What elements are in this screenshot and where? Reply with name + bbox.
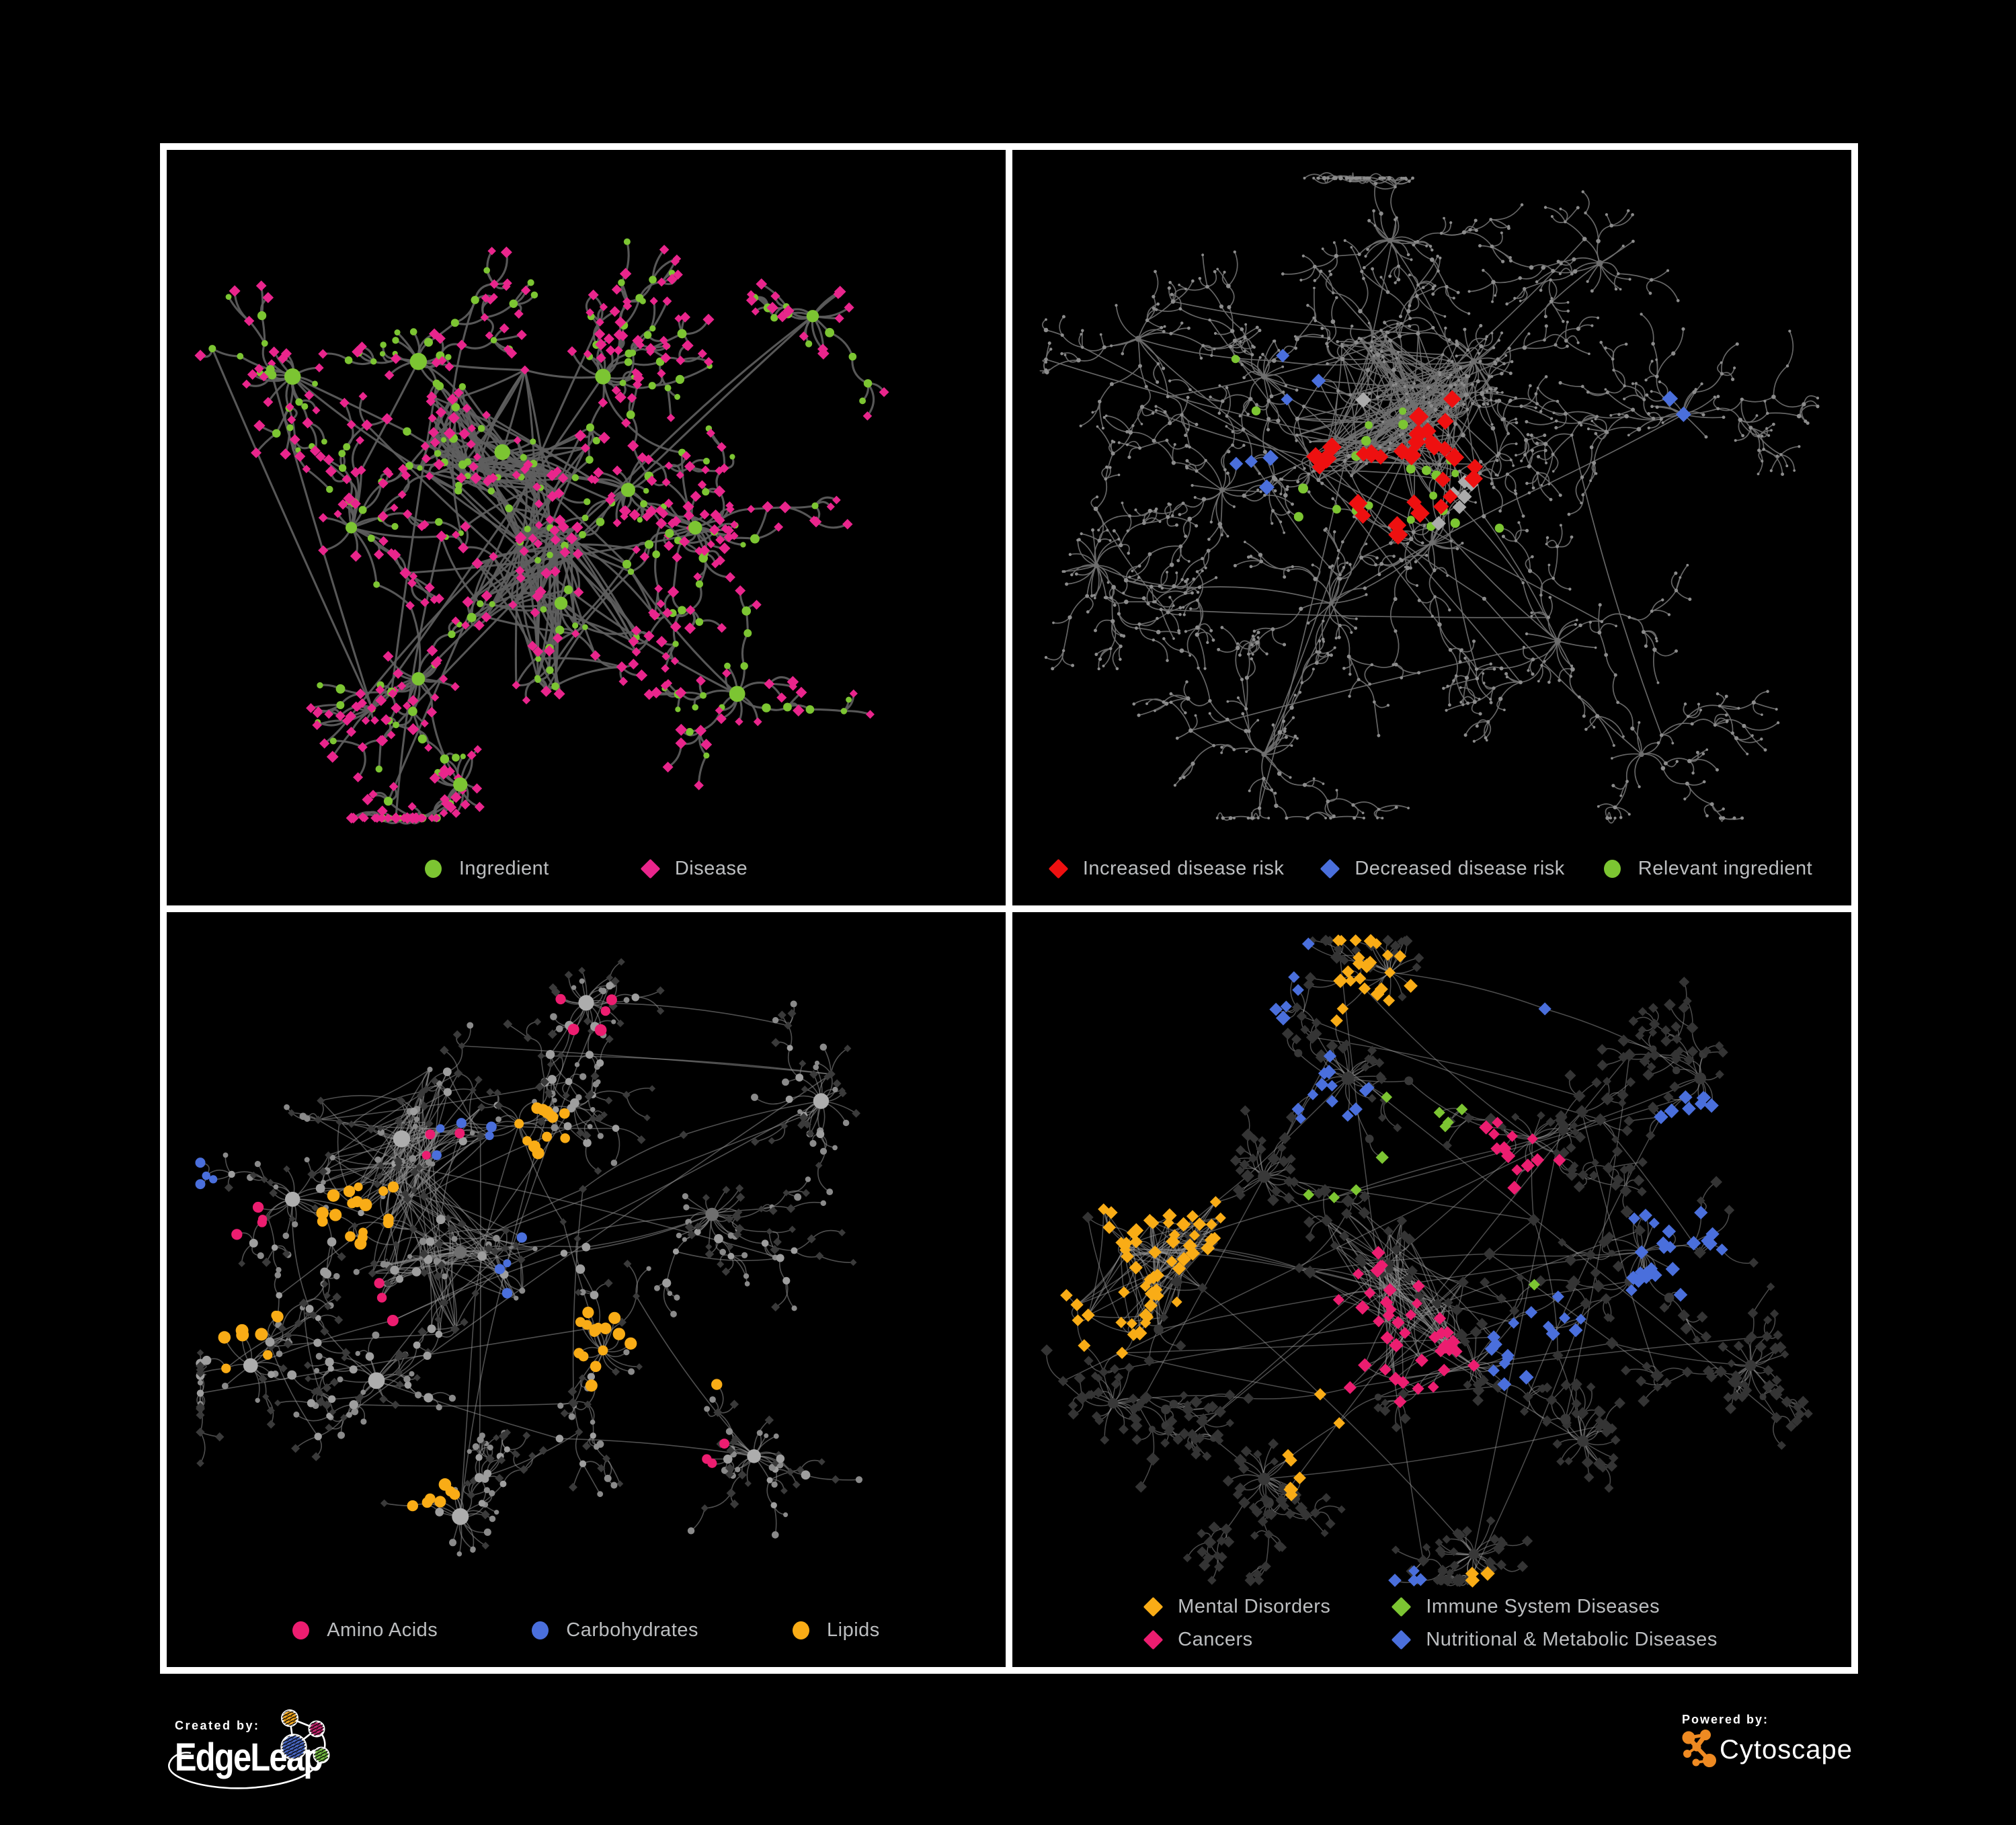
legend-label-decreased-disease-risk: Decreased disease risk <box>1355 857 1565 879</box>
legend-marker-ingredient-circle-icon <box>424 859 442 878</box>
legend-item-relevant-ingredient: Relevant ingredient <box>1603 857 1813 880</box>
legend-disease-classes: Mental Disorders Immune System Diseases Ca… <box>1012 1596 1851 1651</box>
legend-label-immune-system-diseases: Immune System Diseases <box>1426 1596 1660 1617</box>
legend-label-amino-acids: Amino Acids <box>327 1619 438 1641</box>
node-green <box>313 1746 330 1764</box>
edgeleap-credit: Created by: EdgeLeap <box>161 1707 430 1825</box>
panel-disease-risk: Increased disease risk Decreased disease … <box>1012 150 1851 905</box>
legend-item-ingredient: Ingredient <box>424 857 549 880</box>
legend-label-disease: Disease <box>674 857 748 879</box>
legend-item-disease: Disease <box>640 857 748 880</box>
legend-disease-risk: Increased disease risk Decreased disease … <box>1012 858 1851 880</box>
figure-grid: Ingredient Disease Increased disease risk… <box>160 143 1858 1674</box>
cytoscape-wordmark: Cytoscape <box>1720 1735 1853 1765</box>
created-by-label: Created by: <box>175 1719 260 1732</box>
edgeleap-logo: Created by: EdgeLeap <box>168 1709 330 1789</box>
legend-marker-decreased-disease-risk-diamond-icon <box>1320 858 1340 879</box>
legend-label-carbohydrates: Carbohydrates <box>566 1619 698 1641</box>
network-canvas-ingredient-classes <box>195 957 863 1557</box>
network-canvas-disease-risk <box>1039 172 1820 824</box>
legend-item-carbohydrates: Carbohydrates <box>532 1619 698 1641</box>
network-canvas-disease-classes <box>1041 933 1813 1588</box>
powered-by-label: Powered by: <box>1682 1713 1769 1726</box>
legend-marker-mental-disorders-diamond-icon <box>1143 1596 1164 1617</box>
legend-marker-lipids-circle-icon <box>793 1621 809 1639</box>
legend-item-decreased-disease-risk: Decreased disease risk <box>1320 857 1565 880</box>
legend-item-increased-disease-risk: Increased disease risk <box>1048 857 1285 880</box>
panel-ingredient-classes: Amino Acids Carbohydrates Lipids <box>167 911 1006 1667</box>
network-canvas-ingredient-disease <box>194 238 889 825</box>
legend-item-lipids: Lipids <box>793 1619 880 1641</box>
legend-item-mental-disorders: Mental Disorders <box>1143 1596 1331 1618</box>
legend-label-mental-disorders: Mental Disorders <box>1178 1596 1331 1617</box>
legend-item-immune-system-diseases: Immune System Diseases <box>1392 1596 1717 1618</box>
legend-label-lipids: Lipids <box>827 1619 880 1641</box>
node-blue <box>280 1734 307 1760</box>
node-pink <box>308 1720 325 1738</box>
node-orange <box>281 1709 298 1727</box>
legend-label-ingredient: Ingredient <box>458 857 549 879</box>
legend-item-nutritional-metabolic-diseases: Nutritional & Metabolic Diseases <box>1392 1629 1718 1651</box>
panel-disease-classes: Mental Disorders Immune System Diseases Ca… <box>1012 911 1851 1667</box>
cytoscape-logo: Powered by: Cytoscape <box>1682 1713 1853 1767</box>
cytoscape-icon <box>1682 1730 1716 1767</box>
legend-label-increased-disease-risk: Increased disease risk <box>1082 857 1285 879</box>
legend-marker-disease-diamond-icon <box>640 858 661 879</box>
legend-marker-immune-system-diseases-diamond-icon <box>1392 1596 1412 1617</box>
legend-label-nutritional-metabolic-diseases: Nutritional & Metabolic Diseases <box>1426 1629 1718 1650</box>
legend-label-relevant-ingredient: Relevant ingredient <box>1638 857 1813 879</box>
edgeleap-network-glyph <box>280 1709 330 1764</box>
legend-item-amino-acids: Amino Acids <box>292 1619 438 1641</box>
legend-marker-cancers-diamond-icon <box>1143 1629 1164 1650</box>
legend-ingredient-classes: Amino Acids Carbohydrates Lipids <box>167 1619 1006 1641</box>
legend-label-cancers: Cancers <box>1178 1629 1253 1650</box>
swoosh-curve <box>168 1752 314 1789</box>
legend-marker-relevant-ingredient-circle-icon <box>1603 859 1621 878</box>
legend-ingredient-disease: Ingredient Disease <box>167 858 1006 880</box>
panel-ingredient-disease: Ingredient Disease <box>167 150 1006 905</box>
cytoscape-credit: Powered by: Cytoscape <box>1681 1707 1869 1785</box>
legend-item-cancers: Cancers <box>1143 1629 1330 1651</box>
legend-marker-amino-acids-circle-icon <box>292 1621 310 1639</box>
legend-marker-carbohydrates-circle-icon <box>532 1621 549 1639</box>
legend-marker-nutritional-metabolic-diseases-diamond-icon <box>1392 1629 1412 1650</box>
legend-marker-increased-disease-risk-diamond-icon <box>1048 858 1069 879</box>
